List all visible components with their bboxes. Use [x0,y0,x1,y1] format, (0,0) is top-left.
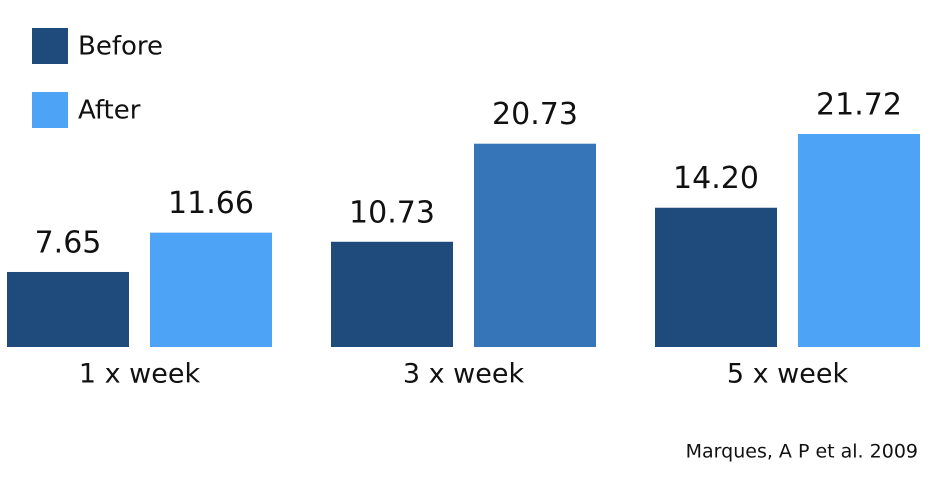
value-label: 21.72 [816,88,902,123]
value-label: 7.65 [35,225,102,260]
bar [798,134,920,347]
value-label: 20.73 [492,97,578,132]
value-label: 10.73 [349,195,435,230]
legend-swatch [32,92,68,128]
x-tick-label: 3 x week [403,359,525,390]
bar [474,143,596,347]
value-label: 11.66 [168,186,254,221]
bar [331,241,453,347]
legend-swatch [32,28,68,64]
bar [150,232,272,347]
x-tick-label: 5 x week [727,359,849,390]
legend-label: After [78,96,141,126]
source: Marques, A P et al. 2009 [686,441,918,463]
bar [655,207,777,347]
legend-label: Before [78,32,163,62]
x-tick-label: 1 x week [79,359,201,390]
value-label: 14.20 [673,161,759,196]
bar [7,271,129,347]
